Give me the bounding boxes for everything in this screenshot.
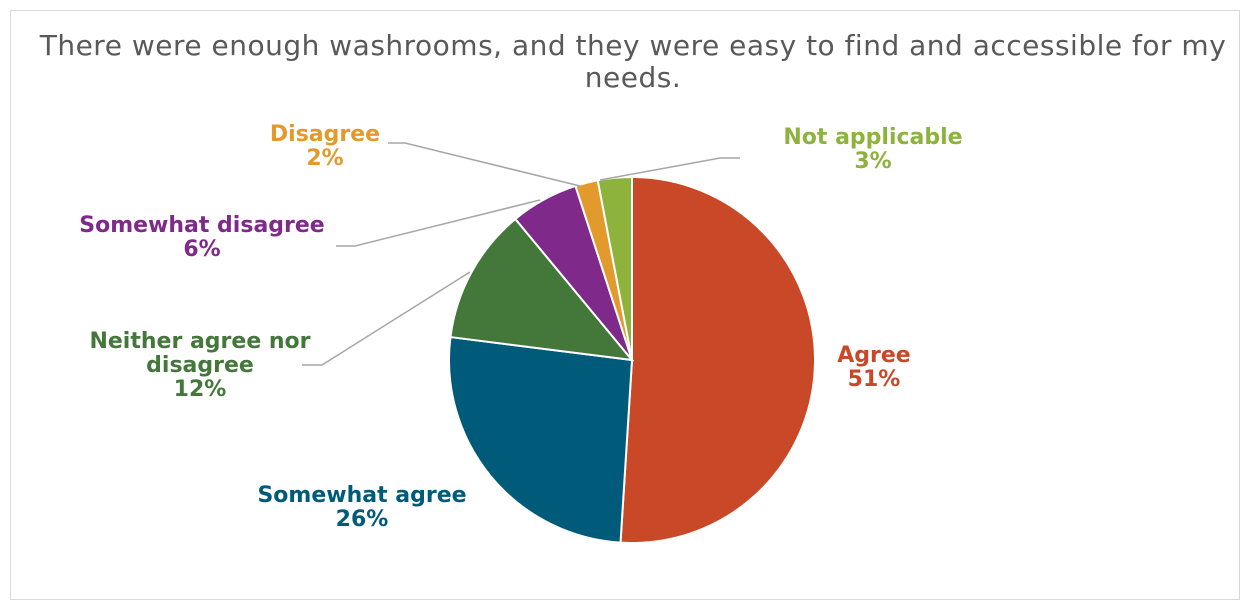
pie-slice-neither-agree-nor-disagree (449, 217, 635, 362)
data-label-somewhat-disagree: Somewhat disagree 6% (79, 213, 324, 262)
pie-slice-agree (619, 175, 816, 544)
leader-line-neither-agree-nor-disagree (302, 271, 471, 366)
data-label-somewhat-agree: Somewhat agree 26% (257, 483, 466, 532)
data-label-neither-agree-nor-disagree: Neither agree nor disagree 12% (89, 329, 310, 402)
leader-line-somewhat-disagree (336, 199, 541, 247)
pie-slice-somewhat-agree (448, 335, 634, 544)
pie-chart: Agree 51% Somewhat agree 26% Neither agree n… (79, 122, 963, 544)
chart-title-text: There were enough washrooms, and they we… (39, 29, 1227, 94)
chart-title: There were enough washrooms, and they we… (0, 30, 1246, 94)
data-label-agree: Agree 51% (837, 343, 910, 392)
leader-line-not-applicable (599, 157, 740, 181)
data-label-not-applicable: Not applicable 3% (783, 125, 962, 174)
data-label-disagree: Disagree 2% (270, 122, 380, 171)
leader-line-disagree (388, 142, 581, 187)
